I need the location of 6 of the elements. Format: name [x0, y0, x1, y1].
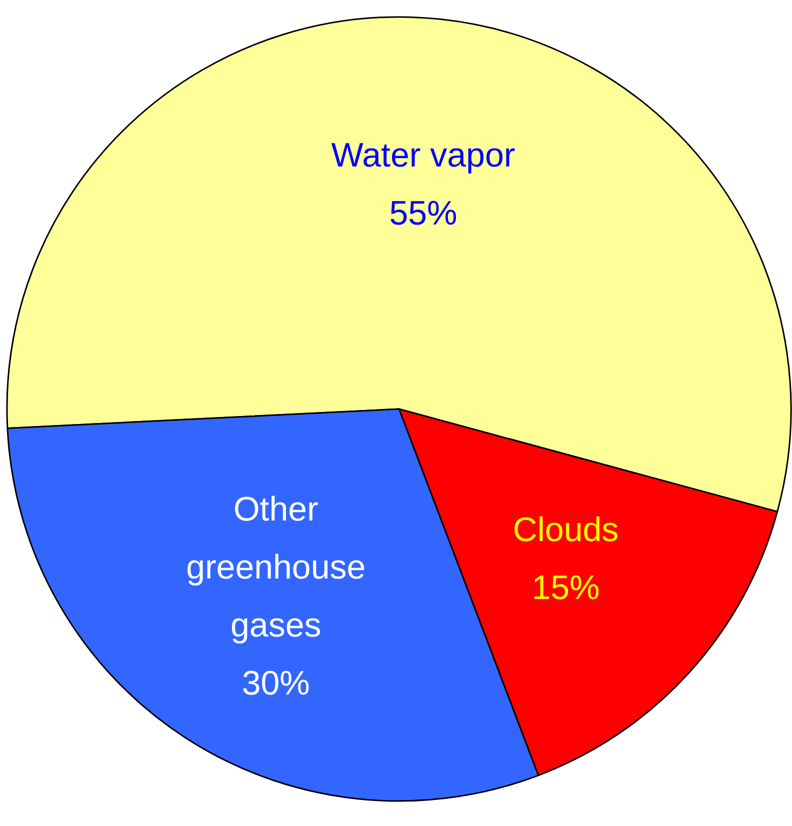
- data-label: 15%: [532, 569, 600, 608]
- slice-label: Other greenhouse gases: [186, 490, 366, 644]
- data-label: 30%: [242, 664, 310, 702]
- slice-label: Water vapor: [331, 136, 516, 174]
- slice-label: Clouds: [512, 511, 619, 550]
- data-label: 55%: [389, 194, 458, 232]
